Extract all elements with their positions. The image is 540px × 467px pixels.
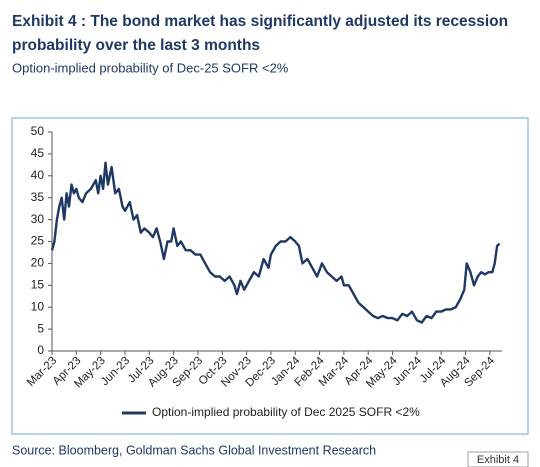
y-tick-label: 0	[37, 343, 44, 357]
source: Source: Bloomberg, Goldman Sachs Global …	[12, 443, 376, 457]
title-line-1: Exhibit 4 : The bond market has signific…	[12, 13, 508, 30]
subtitle: Option-implied probability of Dec-25 SOF…	[12, 60, 289, 75]
y-tick-label: 45	[31, 146, 45, 160]
y-tick-label: 25	[31, 234, 45, 248]
y-tick-label: 40	[31, 168, 45, 182]
y-tick-label: 20	[31, 256, 45, 270]
y-tick-label: 15	[31, 277, 45, 291]
y-tick-label: 10	[31, 299, 45, 313]
chart-frame	[11, 117, 529, 435]
y-tick-label: 50	[31, 124, 45, 138]
y-tick-label: 5	[37, 321, 44, 335]
title-line-2: probability over the last 3 months	[12, 37, 260, 54]
badge-box	[467, 451, 529, 467]
y-tick-label: 35	[31, 190, 45, 204]
badge: Exhibit 4	[477, 454, 519, 466]
series-line	[50, 161, 501, 324]
y-tick-label: 30	[31, 212, 45, 226]
legend-label: Option-implied probability of Dec 2025 S…	[152, 405, 420, 419]
